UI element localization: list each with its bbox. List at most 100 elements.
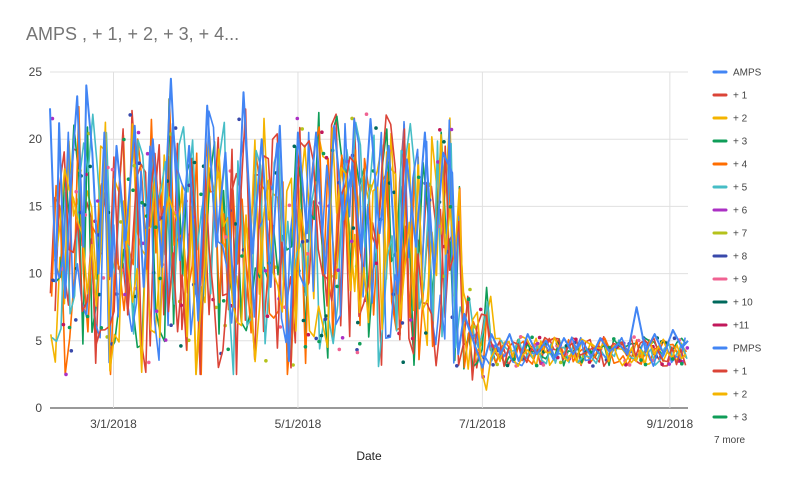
legend-label: PMPS bbox=[733, 344, 762, 355]
legend-label: +11 bbox=[733, 321, 750, 332]
legend-item[interactable]: + 2 bbox=[712, 114, 748, 125]
series-point bbox=[69, 349, 74, 353]
legend-item[interactable]: + 3 bbox=[712, 413, 748, 424]
series-point bbox=[221, 299, 226, 303]
series-point bbox=[518, 335, 523, 339]
series-point bbox=[158, 276, 162, 281]
x-tick-label: 7/1/2018 bbox=[459, 417, 506, 431]
series-point bbox=[466, 297, 471, 302]
legend-item[interactable]: + 1 bbox=[712, 367, 748, 378]
series-point bbox=[314, 336, 319, 341]
series-point bbox=[667, 362, 671, 366]
legend-label: + 5 bbox=[733, 183, 748, 194]
series-point bbox=[336, 268, 340, 273]
series-point bbox=[505, 363, 510, 368]
chart-title: AMPS , + 1, + 2, + 3, + 4... bbox=[26, 24, 240, 44]
legend-label: + 8 bbox=[733, 252, 748, 263]
series-point bbox=[350, 116, 354, 121]
y-tick-label: 25 bbox=[29, 65, 43, 79]
series-point bbox=[632, 335, 636, 339]
series-point bbox=[424, 331, 428, 335]
series-point bbox=[305, 252, 310, 256]
series-point bbox=[51, 278, 55, 283]
y-tick-label: 15 bbox=[29, 199, 43, 213]
series-point bbox=[226, 347, 230, 352]
legend-item[interactable]: + 8 bbox=[712, 252, 748, 263]
legend-item[interactable]: + 2 bbox=[712, 390, 748, 401]
series-point bbox=[495, 362, 500, 367]
series-point bbox=[685, 346, 690, 350]
series-point bbox=[278, 325, 283, 329]
legend-label: + 1 bbox=[733, 367, 748, 378]
series-point bbox=[321, 151, 326, 156]
legend-item[interactable]: PMPS bbox=[712, 344, 762, 355]
legend[interactable]: AMPS + 1 + 2 + 3 + 4 + 5 + 6 + 7 + 8 + 9 + 10 +11 PM… bbox=[712, 68, 762, 447]
series-point bbox=[534, 363, 539, 368]
legend-label: + 4 bbox=[733, 160, 748, 171]
series-point bbox=[295, 116, 300, 121]
legend-item[interactable]: + 6 bbox=[712, 206, 748, 217]
legend-item[interactable]: + 3 bbox=[712, 137, 748, 148]
series-point bbox=[320, 130, 324, 134]
series-point bbox=[639, 358, 643, 362]
series-point bbox=[392, 190, 396, 195]
legend-item[interactable]: +11 bbox=[712, 321, 750, 332]
series-point bbox=[101, 276, 106, 280]
series-point bbox=[306, 332, 311, 337]
series-point bbox=[351, 226, 356, 230]
series-point bbox=[636, 338, 641, 343]
series-point bbox=[169, 323, 173, 328]
legend-item[interactable]: AMPS bbox=[712, 68, 762, 79]
series-point bbox=[128, 113, 132, 117]
legend-item[interactable]: + 1 bbox=[712, 91, 748, 102]
series-point bbox=[291, 363, 295, 367]
series-point bbox=[355, 348, 359, 352]
legend-label: + 10 bbox=[733, 298, 753, 309]
series-point bbox=[147, 360, 151, 365]
legend-label: + 2 bbox=[733, 390, 748, 401]
series-point bbox=[163, 338, 168, 342]
series-point bbox=[50, 116, 55, 121]
series-point bbox=[136, 130, 141, 135]
series-point bbox=[355, 350, 360, 355]
series-point bbox=[199, 192, 203, 197]
series-point bbox=[264, 359, 268, 363]
series-point bbox=[627, 363, 632, 367]
legend-label: + 2 bbox=[733, 114, 748, 125]
series-point bbox=[587, 360, 592, 364]
series-point bbox=[400, 321, 405, 325]
legend-item[interactable]: + 5 bbox=[712, 183, 748, 194]
series-point bbox=[530, 335, 534, 340]
legend-label: + 7 bbox=[733, 229, 748, 240]
series-point bbox=[145, 151, 150, 156]
series-point bbox=[97, 292, 102, 297]
series-point bbox=[591, 364, 595, 368]
series-point bbox=[374, 261, 379, 266]
series-point bbox=[324, 314, 328, 318]
axes: 0 5 10 15 20 25 3/1/2018 5/1/2018 7/1/2018 9/1/20… bbox=[29, 65, 694, 431]
series-point bbox=[132, 163, 137, 168]
series-point bbox=[237, 117, 241, 122]
series-point bbox=[340, 336, 345, 340]
series-point bbox=[153, 225, 158, 229]
series-point bbox=[187, 338, 191, 343]
series-point bbox=[287, 203, 292, 208]
series-point bbox=[301, 318, 306, 323]
series-point bbox=[535, 341, 540, 346]
legend-label: + 3 bbox=[733, 413, 748, 424]
legend-more-link[interactable]: 7 more bbox=[714, 435, 746, 446]
series-point bbox=[624, 363, 628, 367]
series-point bbox=[442, 140, 446, 144]
x-tick-label: 5/1/2018 bbox=[275, 417, 322, 431]
series-point bbox=[122, 137, 126, 142]
x-tick-label: 9/1/2018 bbox=[646, 417, 693, 431]
legend-item[interactable]: + 10 bbox=[712, 298, 753, 309]
legend-item[interactable]: + 9 bbox=[712, 275, 748, 286]
legend-item[interactable]: + 4 bbox=[712, 160, 748, 171]
series-point bbox=[337, 347, 342, 352]
legend-label: + 9 bbox=[733, 275, 748, 286]
legend-label: + 3 bbox=[733, 137, 748, 148]
series-point bbox=[317, 339, 321, 344]
legend-item[interactable]: + 7 bbox=[712, 229, 748, 240]
